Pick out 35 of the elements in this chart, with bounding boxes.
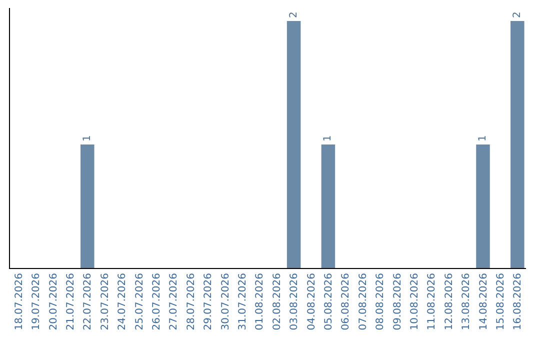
x-tick-label: 06.08.2026 [340, 273, 352, 330]
x-tick-label: 27.07.2026 [168, 273, 180, 330]
data-label: 1 [82, 135, 93, 142]
x-tick-label: 23.07.2026 [100, 273, 111, 330]
x-tick-label: 25.07.2026 [134, 273, 146, 330]
x-tick-label: 15.08.2026 [495, 273, 506, 330]
x-tick-label: 29.07.2026 [203, 273, 214, 330]
x-tick-label: 21.07.2026 [65, 273, 76, 330]
x-tick-label: 19.07.2026 [31, 273, 42, 330]
data-label: 2 [288, 12, 300, 18]
x-tick-label: 24.07.2026 [117, 273, 128, 330]
x-tick-label: 12.08.2026 [444, 273, 455, 330]
x-tick-label: 03.08.2026 [289, 273, 300, 330]
x-tick-label: 07.08.2026 [358, 273, 369, 330]
x-tick-label: 02.08.2026 [272, 273, 283, 330]
x-tick-label: 26.07.2026 [151, 273, 162, 330]
data-label: 1 [478, 135, 488, 142]
x-tick-label: 14.08.2026 [478, 273, 490, 330]
x-tick-label: 13.08.2026 [461, 273, 472, 330]
x-tick-label: 11.08.2026 [426, 273, 438, 330]
x-tick-label: 31.07.2026 [237, 273, 248, 330]
x-tick-label: 04.08.2026 [306, 273, 318, 330]
data-label: 2 [512, 12, 523, 18]
x-tick-label: 22.07.2026 [82, 273, 94, 330]
x-tick-label: 30.07.2026 [220, 273, 232, 330]
x-tick-label: 16.08.2026 [512, 273, 524, 330]
x-tick-label: 09.08.2026 [392, 273, 404, 330]
x-tick-label: 08.08.2026 [375, 273, 386, 330]
x-tick-label: 05.08.2026 [323, 273, 334, 330]
x-tick-label: 20.07.2026 [48, 273, 60, 330]
x-tick-label: 28.07.2026 [186, 273, 197, 330]
x-tick-label: 10.08.2026 [409, 273, 420, 330]
x-tick-label: 18.07.2026 [14, 273, 25, 330]
data-label: 1 [322, 135, 334, 142]
x-tick-label: 01.08.2026 [254, 273, 266, 330]
